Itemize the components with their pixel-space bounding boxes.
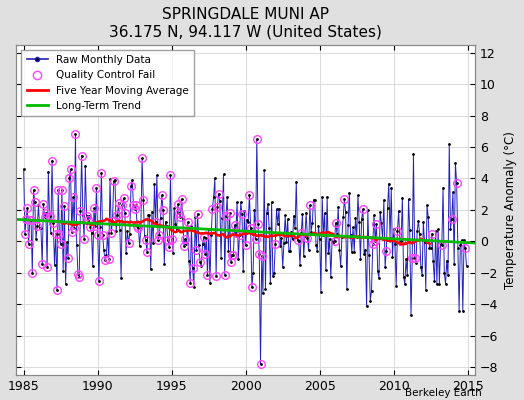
- Title: SPRINGDALE MUNI AP
36.175 N, 94.117 W (United States): SPRINGDALE MUNI AP 36.175 N, 94.117 W (U…: [110, 7, 382, 39]
- Legend: Raw Monthly Data, Quality Control Fail, Five Year Moving Average, Long-Term Tren: Raw Monthly Data, Quality Control Fail, …: [21, 50, 194, 116]
- Y-axis label: Temperature Anomaly (°C): Temperature Anomaly (°C): [504, 131, 517, 289]
- Text: Berkeley Earth: Berkeley Earth: [406, 388, 482, 398]
